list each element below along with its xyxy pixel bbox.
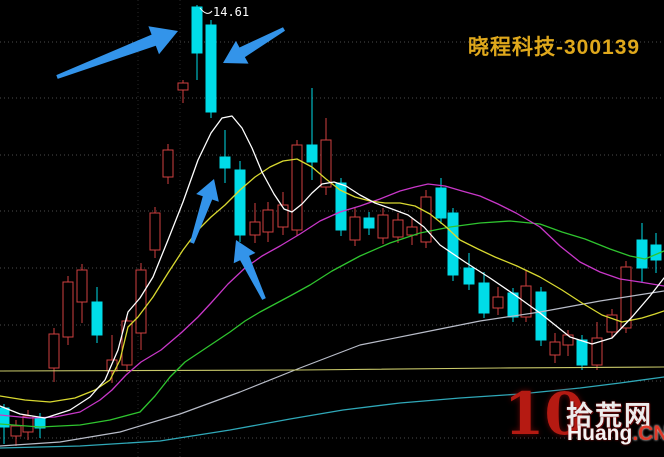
annotation-arrow-icon <box>56 26 178 79</box>
candle-down <box>306 144 318 163</box>
candle-up <box>420 196 432 243</box>
candle-down <box>335 182 347 231</box>
peak-price-label: 14.61 <box>213 5 250 19</box>
candle-up <box>262 209 274 233</box>
watermark-number: 10 <box>504 380 585 448</box>
ma-green-line <box>0 220 664 428</box>
candle-up <box>606 314 618 333</box>
candle-up <box>406 226 418 236</box>
candle-up <box>121 320 133 366</box>
candle-up <box>135 269 147 334</box>
candle-up <box>492 296 504 309</box>
candle-down <box>234 169 246 236</box>
candle-up <box>349 216 361 241</box>
candle-down <box>205 24 217 113</box>
candle-up <box>62 281 74 338</box>
candle-up <box>291 144 303 231</box>
candle-down <box>535 291 547 341</box>
candle-up <box>177 82 189 91</box>
candle-up <box>562 334 574 346</box>
annotation-arrow-icon <box>190 179 219 244</box>
candle-down <box>363 217 375 229</box>
candle-up <box>162 149 174 178</box>
ma-magenta-line <box>0 183 664 419</box>
site-watermark: 10 拾荒网 Huang.CN <box>498 380 664 456</box>
candle-down <box>435 187 447 219</box>
annotation-arrow-icon <box>223 27 285 64</box>
flat-yellow-line <box>0 366 664 372</box>
ma-yellow-line <box>0 158 664 403</box>
candle-up <box>520 285 532 318</box>
watermark-domain-main: Huang <box>567 422 633 445</box>
candle-up <box>320 139 332 188</box>
peak-label-connector <box>199 7 213 14</box>
candle-up <box>10 425 22 437</box>
ma-gray-line <box>0 290 664 447</box>
candle-up <box>249 221 261 236</box>
candle-up <box>591 337 603 366</box>
watermark-domain-suffix: .CN <box>632 422 664 445</box>
candle-down <box>191 6 203 54</box>
ma-cyan-line <box>0 376 664 449</box>
candle-up <box>48 333 60 369</box>
candle-up <box>277 204 289 228</box>
candle-up <box>377 214 389 239</box>
candle-up <box>392 219 404 238</box>
candle-up <box>22 415 34 433</box>
ma-white-line <box>0 115 664 419</box>
annotation-arrow-icon <box>233 240 266 300</box>
candle-up <box>76 269 88 303</box>
candle-up <box>149 212 161 251</box>
candle-down <box>463 267 475 285</box>
candle-down <box>91 301 103 336</box>
candle-down <box>478 282 490 314</box>
candle-down <box>576 339 588 366</box>
candle-down <box>219 156 231 169</box>
candle-up <box>549 341 561 356</box>
stock-title: 晓程科技-300139 <box>468 36 641 59</box>
watermark-domain: Huang.CN <box>567 422 664 446</box>
watermark-site-name: 拾荒网 <box>566 401 653 431</box>
candle-down <box>447 212 459 276</box>
candle-down <box>636 239 648 269</box>
